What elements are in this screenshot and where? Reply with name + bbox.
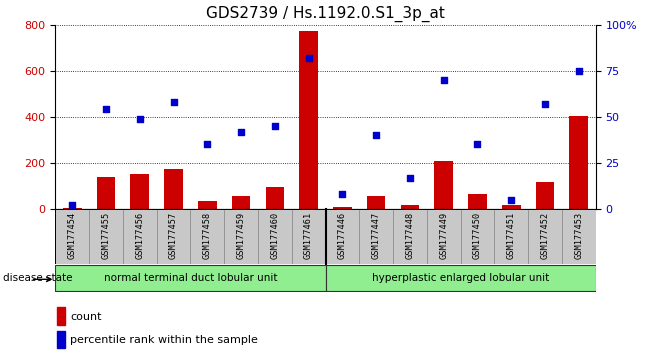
- Point: [169, 99, 179, 105]
- Bar: [130, 175, 149, 209]
- Bar: [427, 209, 461, 264]
- Text: GSM177456: GSM177456: [135, 212, 145, 259]
- Bar: [55, 209, 89, 264]
- Bar: [97, 177, 115, 209]
- Text: GSM177446: GSM177446: [338, 212, 347, 259]
- Point: [439, 77, 449, 83]
- Text: GSM177458: GSM177458: [203, 212, 212, 259]
- Bar: [400, 205, 419, 209]
- Text: GSM177448: GSM177448: [406, 212, 415, 259]
- Text: GSM177453: GSM177453: [574, 212, 583, 259]
- Point: [405, 175, 415, 181]
- Bar: [123, 209, 157, 264]
- Bar: [393, 209, 427, 264]
- Bar: [359, 209, 393, 264]
- Point: [506, 197, 516, 202]
- Bar: [299, 30, 318, 209]
- Point: [270, 123, 280, 129]
- Text: normal terminal duct lobular unit: normal terminal duct lobular unit: [104, 273, 277, 283]
- Point: [337, 191, 348, 197]
- Title: GDS2739 / Hs.1192.0.S1_3p_at: GDS2739 / Hs.1192.0.S1_3p_at: [206, 6, 445, 22]
- Bar: [63, 208, 81, 209]
- Point: [202, 142, 212, 147]
- Bar: [164, 169, 183, 209]
- Bar: [191, 209, 224, 264]
- Text: GSM177447: GSM177447: [372, 212, 381, 259]
- Point: [472, 142, 482, 147]
- Bar: [461, 209, 494, 264]
- Point: [303, 55, 314, 61]
- Bar: [562, 209, 596, 264]
- Bar: [266, 187, 284, 209]
- Text: disease state: disease state: [3, 273, 73, 283]
- Point: [101, 107, 111, 112]
- Text: GSM177449: GSM177449: [439, 212, 448, 259]
- Text: percentile rank within the sample: percentile rank within the sample: [70, 335, 258, 344]
- Bar: [367, 196, 385, 209]
- Point: [574, 68, 584, 74]
- Bar: [434, 161, 453, 209]
- Text: count: count: [70, 312, 102, 322]
- Point: [135, 116, 145, 121]
- Bar: [224, 209, 258, 264]
- Point: [540, 101, 550, 107]
- Text: GSM177451: GSM177451: [506, 212, 516, 259]
- Bar: [198, 201, 217, 209]
- Text: GSM177452: GSM177452: [540, 212, 549, 259]
- Bar: [258, 209, 292, 264]
- Point: [371, 132, 381, 138]
- Text: GSM177461: GSM177461: [304, 212, 313, 259]
- Text: GSM177459: GSM177459: [236, 212, 245, 259]
- Bar: [333, 207, 352, 209]
- Bar: [570, 116, 588, 209]
- Point: [67, 202, 77, 208]
- Bar: [232, 196, 251, 209]
- Bar: [89, 209, 123, 264]
- Text: hyperplastic enlarged lobular unit: hyperplastic enlarged lobular unit: [372, 273, 549, 283]
- Bar: [157, 209, 191, 264]
- Bar: [468, 194, 487, 209]
- Bar: [55, 265, 325, 291]
- Bar: [57, 331, 65, 348]
- Bar: [57, 307, 65, 325]
- Bar: [494, 209, 528, 264]
- Text: GSM177455: GSM177455: [102, 212, 111, 259]
- Bar: [528, 209, 562, 264]
- Text: GSM177454: GSM177454: [68, 212, 77, 259]
- Bar: [502, 205, 521, 209]
- Bar: [326, 265, 596, 291]
- Bar: [326, 209, 359, 264]
- Bar: [536, 182, 554, 209]
- Text: GSM177450: GSM177450: [473, 212, 482, 259]
- Point: [236, 129, 246, 135]
- Text: GSM177457: GSM177457: [169, 212, 178, 259]
- Text: GSM177460: GSM177460: [270, 212, 279, 259]
- Bar: [292, 209, 326, 264]
